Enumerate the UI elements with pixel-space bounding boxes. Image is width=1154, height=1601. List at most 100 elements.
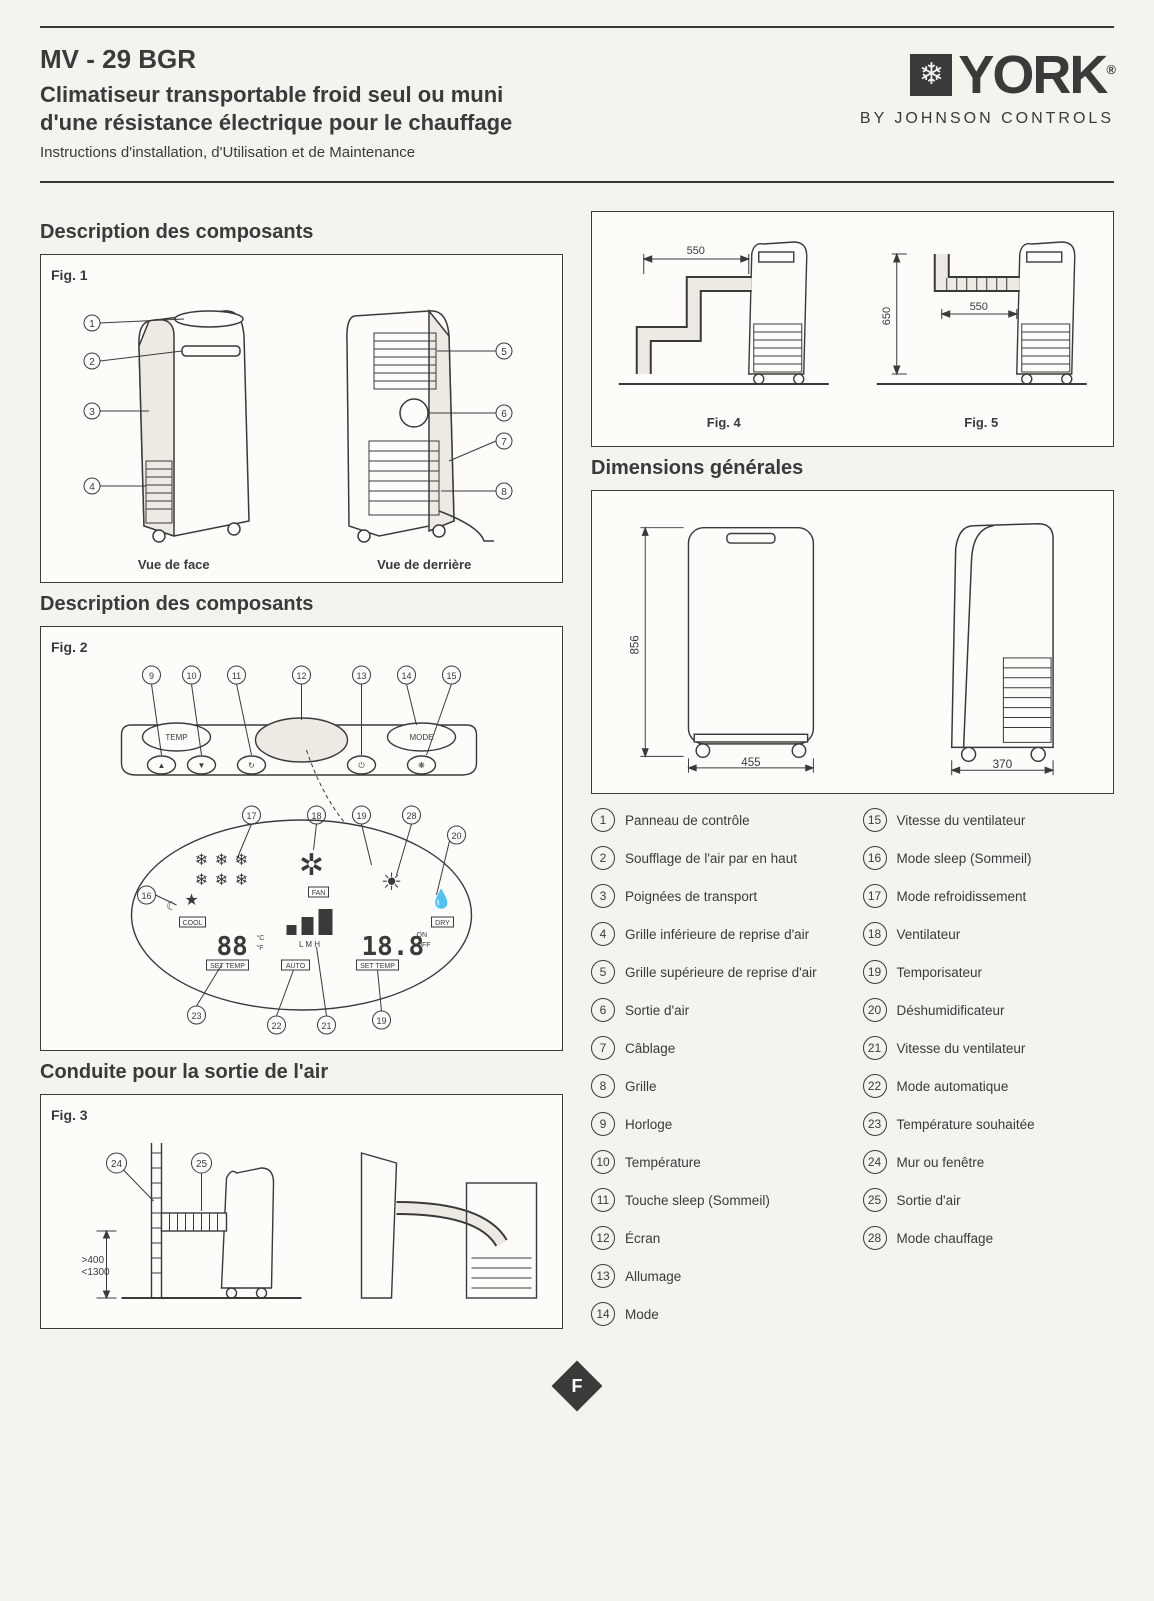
component-label: Soufflage de l'air par en haut xyxy=(625,851,797,866)
component-label: Allumage xyxy=(625,1269,681,1284)
left-column: Description des composants Fig. 1 xyxy=(40,211,563,1340)
component-label: Mur ou fenêtre xyxy=(897,1155,985,1170)
svg-text:❄: ❄ xyxy=(235,872,248,889)
brand-name: YORK® xyxy=(958,44,1114,106)
svg-text:19: 19 xyxy=(376,1016,386,1026)
component-label: Déshumidificateur xyxy=(897,1003,1005,1018)
model-number: MV - 29 BGR xyxy=(40,44,860,75)
component-item: 12Écran xyxy=(591,1226,843,1250)
svg-text:>400: >400 xyxy=(82,1255,105,1266)
svg-text:1: 1 xyxy=(89,319,95,330)
svg-text:19: 19 xyxy=(356,811,366,821)
svg-text:21: 21 xyxy=(321,1021,331,1031)
component-label: Température souhaitée xyxy=(897,1117,1035,1132)
component-number: 3 xyxy=(591,884,615,908)
brand-block: ❄ YORK® BY JOHNSON CONTROLS xyxy=(860,44,1114,128)
component-label: Mode chauffage xyxy=(897,1231,994,1246)
svg-text:88: 88 xyxy=(217,932,248,962)
svg-text:28: 28 xyxy=(406,811,416,821)
svg-text:12: 12 xyxy=(296,671,306,681)
component-number: 10 xyxy=(591,1150,615,1174)
svg-text:ON: ON xyxy=(417,932,428,939)
component-item: 22 Mode automatique xyxy=(863,1074,1115,1098)
component-label: Panneau de contrôle xyxy=(625,813,750,828)
component-number: 21 xyxy=(863,1036,887,1060)
component-number: 22 xyxy=(863,1074,887,1098)
component-item: 28Mode chauffage xyxy=(863,1226,1115,1250)
component-label: Temporisateur xyxy=(897,965,983,980)
component-number: 18 xyxy=(863,922,887,946)
component-item: 5Grille supérieure de reprise d'air xyxy=(591,960,843,984)
svg-text:16: 16 xyxy=(141,891,151,901)
svg-text:❄: ❄ xyxy=(195,852,208,869)
right-column: 550 Fig. 4 xyxy=(591,211,1114,1340)
svg-text:11: 11 xyxy=(232,671,241,681)
svg-text:OFF: OFF xyxy=(417,942,431,949)
component-label: Écran xyxy=(625,1231,660,1246)
svg-text:☀: ☀ xyxy=(381,869,403,896)
component-item: 16Mode sleep (Sommeil) xyxy=(863,846,1115,870)
svg-text:4: 4 xyxy=(89,482,95,493)
fig2-svg: TEMP MODE ▲▼ ↻⏻❋ 9 10 xyxy=(51,655,552,1035)
svg-text:455: 455 xyxy=(741,757,760,769)
component-number: 4 xyxy=(591,922,615,946)
component-label: Mode automatique xyxy=(897,1079,1009,1094)
svg-text:❋: ❋ xyxy=(418,761,425,770)
svg-text:18: 18 xyxy=(311,811,321,821)
svg-text:MODE: MODE xyxy=(410,733,434,742)
component-number: 1 xyxy=(591,808,615,832)
svg-text:💧: 💧 xyxy=(430,888,452,909)
svg-text:°F: °F xyxy=(257,944,264,952)
svg-text:TEMP: TEMP xyxy=(165,733,187,742)
svg-text:2: 2 xyxy=(89,357,95,368)
svg-text:↻: ↻ xyxy=(248,761,255,770)
component-item: 9Horloge xyxy=(591,1112,843,1136)
figure-2: Fig. 2 TEMP MODE ▲▼ xyxy=(40,626,563,1051)
component-item: 11Touche sleep (Sommeil) xyxy=(591,1188,843,1212)
component-item: 3Poignées de transport xyxy=(591,884,843,908)
component-number: 2 xyxy=(591,846,615,870)
component-label: Vitesse du ventilateur xyxy=(897,813,1026,828)
page-header: MV - 29 BGR Climatiseur transportable fr… xyxy=(40,34,1114,175)
snowflake-icon: ❄ xyxy=(910,54,952,96)
figure-4-5: 550 Fig. 4 xyxy=(591,211,1114,447)
svg-text:550: 550 xyxy=(687,245,705,257)
fig5-svg: 650 550 xyxy=(860,224,1104,404)
component-number: 13 xyxy=(591,1264,615,1288)
section-conduit: Conduite pour la sortie de l'air xyxy=(40,1061,563,1084)
svg-text:5: 5 xyxy=(501,347,507,358)
component-item: 4Grille inférieure de reprise d'air xyxy=(591,922,843,946)
component-item: 19Temporisateur xyxy=(863,960,1115,984)
svg-text:6: 6 xyxy=(501,409,507,420)
component-number: 11 xyxy=(591,1188,615,1212)
svg-text:23: 23 xyxy=(191,1011,201,1021)
svg-text:9: 9 xyxy=(149,671,154,681)
svg-text:20: 20 xyxy=(451,831,461,841)
dims-front-svg: 856 455 xyxy=(602,503,890,783)
component-label: Horloge xyxy=(625,1117,672,1132)
svg-text:13: 13 xyxy=(356,671,366,681)
component-number: 24 xyxy=(863,1150,887,1174)
component-number: 5 xyxy=(591,960,615,984)
svg-text:550: 550 xyxy=(969,301,987,313)
svg-text:❄: ❄ xyxy=(235,852,248,869)
component-number: 25 xyxy=(863,1188,887,1212)
fig4-svg: 550 xyxy=(602,224,846,404)
component-number: 23 xyxy=(863,1112,887,1136)
component-item: 24 Mur ou fenêtre xyxy=(863,1150,1115,1174)
component-item: 2 Soufflage de l'air par en haut xyxy=(591,846,843,870)
svg-text:★: ★ xyxy=(184,892,198,909)
section-desc2: Description des composants xyxy=(40,593,563,616)
svg-text:SET TEMP: SET TEMP xyxy=(360,963,395,970)
dimensions-figure: 856 455 370 xyxy=(591,490,1114,794)
svg-text:⏻: ⏻ xyxy=(358,761,365,770)
svg-text:17: 17 xyxy=(246,811,256,821)
component-item: 15Vitesse du ventilateur xyxy=(863,808,1115,832)
svg-text:25: 25 xyxy=(196,1159,208,1170)
svg-text:°C: °C xyxy=(257,934,265,942)
svg-text:14: 14 xyxy=(401,671,411,681)
component-item: 23 Température souhaitée xyxy=(863,1112,1115,1136)
component-item: 25Sortie d'air xyxy=(863,1188,1115,1212)
component-label: Câblage xyxy=(625,1041,675,1056)
svg-text:<1300: <1300 xyxy=(82,1267,111,1278)
